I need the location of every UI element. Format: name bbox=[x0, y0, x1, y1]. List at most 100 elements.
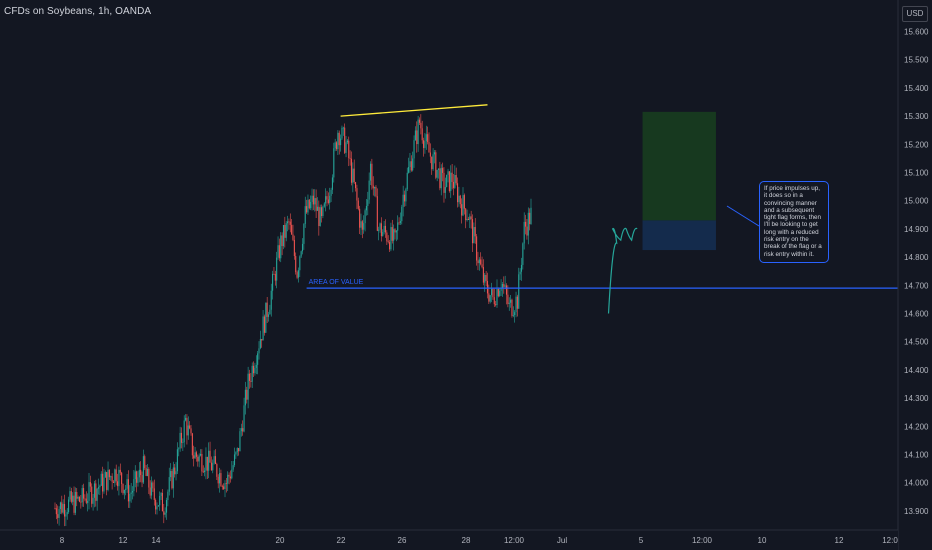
candle-body bbox=[170, 471, 172, 478]
candle-body bbox=[57, 514, 59, 518]
candle-body bbox=[232, 465, 234, 470]
currency-label[interactable]: USD bbox=[902, 6, 928, 22]
candle-body bbox=[65, 514, 67, 517]
candle-body bbox=[323, 203, 325, 207]
price-axis[interactable]: 15.600 15.500 15.400 15.300 15.200 15.100 15.0… bbox=[897, 0, 932, 550]
candle-body bbox=[371, 163, 373, 186]
chart-annotations[interactable]: AREA OF VALUE bbox=[306, 104, 898, 314]
candle-body bbox=[152, 482, 154, 489]
candle-body bbox=[127, 479, 129, 502]
candle-body bbox=[501, 283, 503, 288]
candle-body bbox=[360, 221, 362, 228]
candle-body bbox=[338, 132, 340, 146]
candle-body bbox=[529, 212, 531, 225]
candle-body bbox=[140, 469, 142, 476]
time-tick-label: 20 bbox=[276, 536, 285, 545]
candle-body bbox=[208, 450, 210, 471]
candle-body bbox=[312, 195, 314, 205]
candle-body bbox=[306, 206, 308, 213]
candle-body bbox=[263, 316, 265, 333]
candle-body bbox=[465, 208, 467, 221]
candle-body bbox=[274, 274, 276, 281]
candle-body bbox=[87, 500, 89, 503]
candle-body bbox=[99, 485, 101, 488]
candle-body bbox=[261, 339, 263, 341]
candle-body bbox=[291, 224, 293, 235]
candle-body bbox=[457, 183, 459, 203]
candle-body bbox=[333, 148, 335, 178]
candle-body bbox=[319, 207, 321, 226]
candle-body bbox=[349, 158, 351, 159]
time-tick-label: 14 bbox=[152, 536, 161, 545]
candle-body bbox=[125, 488, 127, 490]
price-tick-label: 15.600 bbox=[904, 28, 929, 37]
trade-idea-note[interactable]: If price impulses up, it does so in a co… bbox=[759, 181, 829, 263]
candle-body bbox=[470, 216, 472, 220]
candle-body bbox=[155, 499, 157, 510]
price-tick-label: 14.400 bbox=[904, 366, 929, 375]
candle-body bbox=[63, 504, 66, 517]
candle-body bbox=[500, 287, 502, 291]
candle-body bbox=[81, 488, 83, 503]
candle-body bbox=[326, 196, 328, 200]
candle-body bbox=[174, 467, 176, 475]
candle-body bbox=[70, 491, 72, 502]
candle-body bbox=[119, 469, 121, 473]
candle-body bbox=[526, 226, 528, 236]
long-position-box[interactable] bbox=[642, 111, 716, 251]
candle-body bbox=[258, 348, 260, 354]
candle-body bbox=[95, 483, 97, 501]
candle-body bbox=[224, 483, 226, 490]
time-tick-label: 10 bbox=[758, 536, 767, 545]
candle-body bbox=[176, 449, 178, 472]
candle-body bbox=[451, 172, 453, 182]
candle-body bbox=[429, 152, 431, 157]
price-tick-label: 15.300 bbox=[904, 112, 929, 121]
candle-body bbox=[330, 189, 332, 196]
price-tick-label: 13.900 bbox=[904, 507, 929, 516]
candle-body bbox=[514, 312, 516, 316]
candle-body bbox=[523, 221, 525, 244]
candle-body bbox=[361, 221, 363, 230]
candle-body bbox=[496, 288, 498, 306]
candle-body bbox=[253, 365, 255, 374]
candle-body bbox=[131, 491, 134, 493]
candle-body bbox=[375, 186, 377, 197]
candle-body bbox=[467, 218, 469, 220]
candle-body bbox=[190, 428, 192, 434]
stop-zone bbox=[642, 220, 716, 251]
candle-body bbox=[171, 471, 173, 489]
candle-body bbox=[376, 196, 378, 231]
candle-body bbox=[233, 454, 236, 466]
candle-body bbox=[492, 288, 494, 298]
candle-body bbox=[210, 462, 212, 471]
candle-body bbox=[175, 471, 177, 475]
candle-body bbox=[342, 127, 344, 129]
candle-body bbox=[183, 420, 185, 443]
candle-body bbox=[486, 280, 489, 294]
candle-body bbox=[186, 417, 188, 436]
candle-body bbox=[112, 481, 115, 483]
candle-body bbox=[102, 473, 104, 492]
candle-body bbox=[499, 290, 501, 297]
candle-body bbox=[345, 142, 347, 153]
candle-body bbox=[236, 447, 238, 453]
candle-body bbox=[72, 495, 74, 502]
candle-body bbox=[503, 283, 505, 287]
candle-body bbox=[214, 456, 217, 464]
price-tick-label: 15.200 bbox=[904, 140, 929, 149]
candle-body bbox=[270, 290, 272, 310]
candle-body bbox=[353, 168, 355, 183]
candle-body bbox=[248, 373, 251, 381]
profit-zone bbox=[642, 111, 716, 221]
candle-body bbox=[123, 489, 125, 494]
time-axis[interactable]: 8 12 14 20 22 26 28 12:00 Jul 5 12:00 10 12 12:0 bbox=[0, 529, 898, 550]
candle-body bbox=[178, 448, 180, 450]
candle-body bbox=[455, 175, 457, 184]
candle-body bbox=[484, 274, 486, 283]
candle-body bbox=[76, 491, 78, 499]
candle-body bbox=[66, 512, 68, 515]
candle-body bbox=[145, 468, 147, 476]
candle-body bbox=[111, 476, 113, 482]
